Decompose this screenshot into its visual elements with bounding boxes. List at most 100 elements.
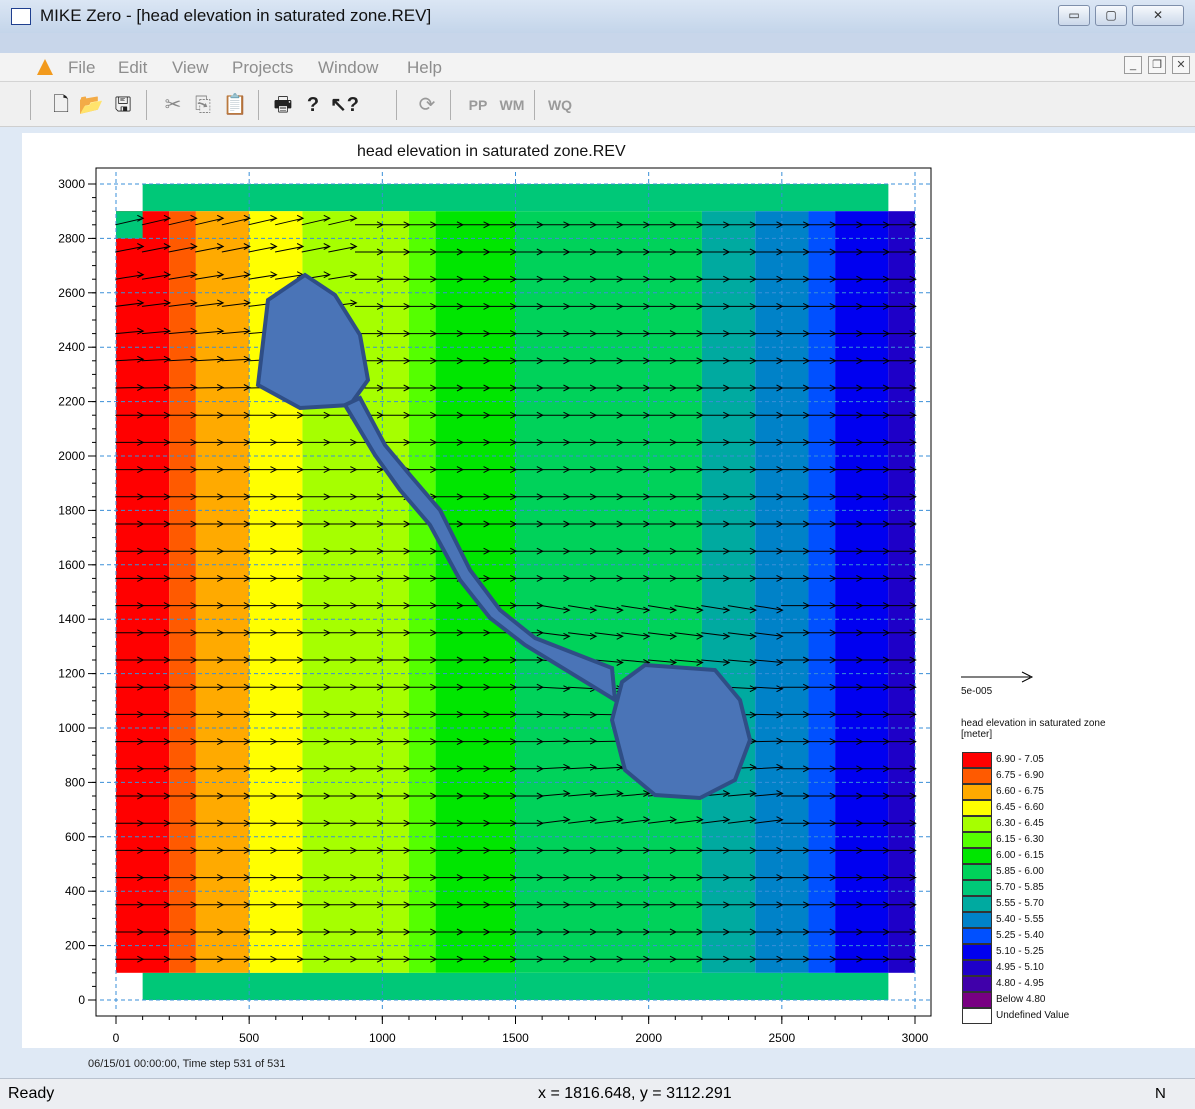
y-tick-label: 600 bbox=[65, 830, 85, 844]
y-tick-label: 200 bbox=[65, 939, 85, 953]
status-bar: Ready x = 1816.648, y = 3112.291 N bbox=[0, 1078, 1195, 1109]
velocity-arrow bbox=[887, 466, 917, 474]
velocity-arrow bbox=[541, 763, 571, 771]
velocity-arrow bbox=[301, 243, 331, 253]
velocity-arrow bbox=[568, 605, 598, 614]
menu-help[interactable]: Help bbox=[407, 58, 442, 77]
velocity-arrow bbox=[195, 271, 225, 280]
legend-label: 6.15 - 6.30 bbox=[996, 834, 1044, 845]
y-tick-label: 2000 bbox=[58, 449, 85, 463]
velocity-arrow bbox=[647, 605, 678, 614]
y-tick-label: 1800 bbox=[58, 503, 85, 517]
velocity-arrow bbox=[647, 632, 678, 640]
context-help-icon[interactable]: ↖? bbox=[330, 94, 359, 116]
legend-title: head elevation in saturated zone [meter] bbox=[961, 718, 1106, 740]
print-icon[interactable]: 🖶 bbox=[273, 94, 293, 116]
velocity-arrow bbox=[541, 632, 571, 640]
velocity-arrow bbox=[168, 243, 198, 253]
velocity-arrow bbox=[328, 214, 358, 226]
mdi-close-button[interactable]: ✕ bbox=[1172, 56, 1190, 74]
cut-icon[interactable]: ✂ bbox=[164, 94, 182, 116]
copy-icon[interactable]: ⎘ bbox=[195, 94, 211, 116]
close-button[interactable]: ✕ bbox=[1132, 5, 1184, 26]
velocity-arrow bbox=[568, 632, 598, 640]
wq-button[interactable]: WQ bbox=[547, 97, 573, 113]
legend-swatch bbox=[962, 816, 992, 832]
cursor-coordinates: x = 1816.648, y = 3112.291 bbox=[538, 1085, 732, 1102]
y-tick-label: 1600 bbox=[58, 558, 85, 572]
refresh-icon[interactable]: ⟳ bbox=[418, 94, 436, 116]
legend-swatch bbox=[962, 800, 992, 816]
velocity-arrow bbox=[887, 547, 917, 555]
new-icon[interactable]: 🗋 bbox=[52, 94, 70, 116]
velocity-arrow bbox=[727, 659, 758, 666]
legend-label: 5.10 - 5.25 bbox=[996, 946, 1044, 957]
velocity-arrow bbox=[887, 710, 917, 718]
velocity-arrow bbox=[168, 271, 198, 280]
velocity-arrow bbox=[887, 438, 917, 446]
pp-button[interactable]: PP bbox=[468, 97, 488, 113]
velocity-arrow bbox=[701, 632, 731, 640]
help-icon[interactable]: ? bbox=[306, 94, 320, 116]
y-tick-label: 1200 bbox=[58, 667, 85, 681]
velocity-arrow bbox=[328, 243, 358, 253]
head-band-cell bbox=[808, 211, 836, 973]
menu-window[interactable]: Window bbox=[318, 58, 379, 77]
velocity-arrow bbox=[221, 243, 251, 253]
mdi-restore-button[interactable]: ❐ bbox=[1148, 56, 1166, 74]
velocity-arrow bbox=[887, 330, 917, 338]
y-tick-label: 1400 bbox=[58, 612, 85, 626]
time-step-label: 06/15/01 00:00:00, Time step 531 of 531 bbox=[88, 1058, 286, 1070]
x-tick-label: 2500 bbox=[768, 1031, 795, 1045]
velocity-arrow bbox=[887, 738, 917, 746]
toolbar: 🗋 📂 🖫 ✂ ⎘ 📋 🖶 ? ↖? ⟳ PP WM WQ bbox=[0, 82, 1195, 127]
velocity-arrow bbox=[168, 299, 198, 307]
legend-swatch bbox=[962, 912, 992, 928]
frame-border bbox=[0, 33, 1195, 53]
minimize-button[interactable]: ▭ bbox=[1058, 5, 1090, 26]
toolbar-separator bbox=[146, 90, 147, 120]
maximize-button[interactable]: ▢ bbox=[1095, 5, 1127, 26]
velocity-arrow bbox=[275, 214, 305, 226]
paste-icon[interactable]: 📋 bbox=[222, 94, 248, 116]
velocity-arrow bbox=[568, 816, 598, 824]
velocity-arrow bbox=[195, 299, 225, 307]
menu-edit[interactable]: Edit bbox=[118, 58, 148, 77]
legend-label: 6.45 - 6.60 bbox=[996, 802, 1044, 813]
velocity-arrow bbox=[195, 243, 225, 253]
velocity-arrow bbox=[887, 629, 917, 637]
legend-swatch bbox=[962, 976, 992, 992]
velocity-arrow bbox=[701, 605, 731, 614]
velocity-arrow bbox=[727, 816, 758, 824]
velocity-arrow bbox=[115, 214, 145, 226]
velocity-arrow bbox=[887, 384, 917, 392]
head-band-cell bbox=[195, 211, 250, 973]
velocity-arrow bbox=[221, 214, 251, 226]
legend-swatch bbox=[962, 768, 992, 784]
legend-label: 6.75 - 6.90 bbox=[996, 770, 1044, 781]
legend-label: 4.80 - 4.95 bbox=[996, 978, 1044, 989]
velocity-arrow bbox=[195, 355, 225, 363]
window-title: MIKE Zero - [head elevation in saturated… bbox=[40, 6, 432, 25]
wm-button[interactable]: WM bbox=[499, 97, 525, 113]
mdi-minimize-button[interactable]: _ bbox=[1124, 56, 1142, 74]
open-icon[interactable]: 📂 bbox=[78, 94, 104, 116]
velocity-arrow bbox=[115, 299, 145, 307]
velocity-arrow bbox=[727, 605, 758, 614]
menu-projects[interactable]: Projects bbox=[232, 58, 294, 77]
y-tick-label: 2600 bbox=[58, 286, 85, 300]
legend-swatch bbox=[962, 752, 992, 768]
head-band-cell bbox=[701, 211, 756, 973]
toolbar-separator bbox=[534, 90, 535, 120]
velocity-arrow bbox=[887, 928, 917, 936]
legend-label: 6.60 - 6.75 bbox=[996, 786, 1044, 797]
menu-view[interactable]: View bbox=[172, 58, 209, 77]
velocity-arrow bbox=[141, 243, 172, 253]
save-icon[interactable]: 🖫 bbox=[114, 94, 132, 116]
menu-file[interactable]: File bbox=[68, 58, 96, 77]
velocity-arrow bbox=[621, 605, 651, 614]
legend-swatch bbox=[962, 960, 992, 976]
velocity-arrow bbox=[701, 816, 731, 824]
legend-label: Undefined Value bbox=[996, 1010, 1070, 1021]
